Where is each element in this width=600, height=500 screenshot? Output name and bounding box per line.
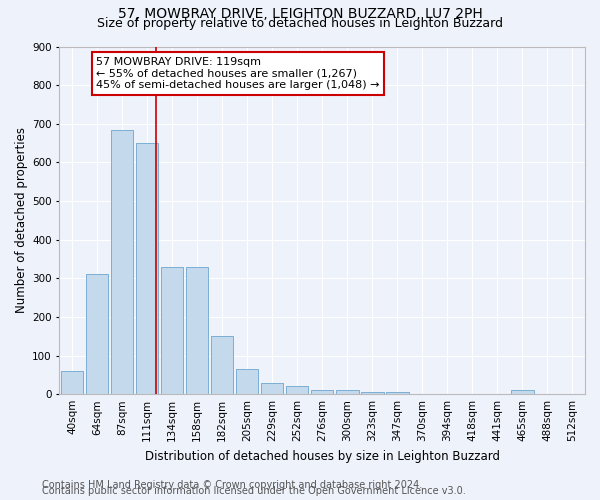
Bar (286, 386, 308, 394)
Bar (311, 390, 334, 394)
Text: 57 MOWBRAY DRIVE: 119sqm
← 55% of detached houses are smaller (1,267)
45% of sem: 57 MOWBRAY DRIVE: 119sqm ← 55% of detach… (96, 57, 380, 90)
Text: 57, MOWBRAY DRIVE, LEIGHTON BUZZARD, LU7 2PH: 57, MOWBRAY DRIVE, LEIGHTON BUZZARD, LU7… (118, 8, 482, 22)
Bar (111, 130, 133, 394)
Bar (361, 392, 383, 394)
Bar (161, 266, 184, 394)
Text: Size of property relative to detached houses in Leighton Buzzard: Size of property relative to detached ho… (97, 18, 503, 30)
Bar (136, 143, 158, 394)
Bar (261, 382, 283, 394)
Bar (86, 274, 108, 394)
Bar (336, 390, 359, 394)
X-axis label: Distribution of detached houses by size in Leighton Buzzard: Distribution of detached houses by size … (145, 450, 500, 462)
Bar (511, 390, 533, 394)
Bar (211, 336, 233, 394)
Bar (386, 392, 409, 394)
Text: Contains public sector information licensed under the Open Government Licence v3: Contains public sector information licen… (42, 486, 466, 496)
Text: Contains HM Land Registry data © Crown copyright and database right 2024.: Contains HM Land Registry data © Crown c… (42, 480, 422, 490)
Y-axis label: Number of detached properties: Number of detached properties (15, 128, 28, 314)
Bar (236, 369, 259, 394)
Bar (186, 266, 208, 394)
Bar (61, 371, 83, 394)
